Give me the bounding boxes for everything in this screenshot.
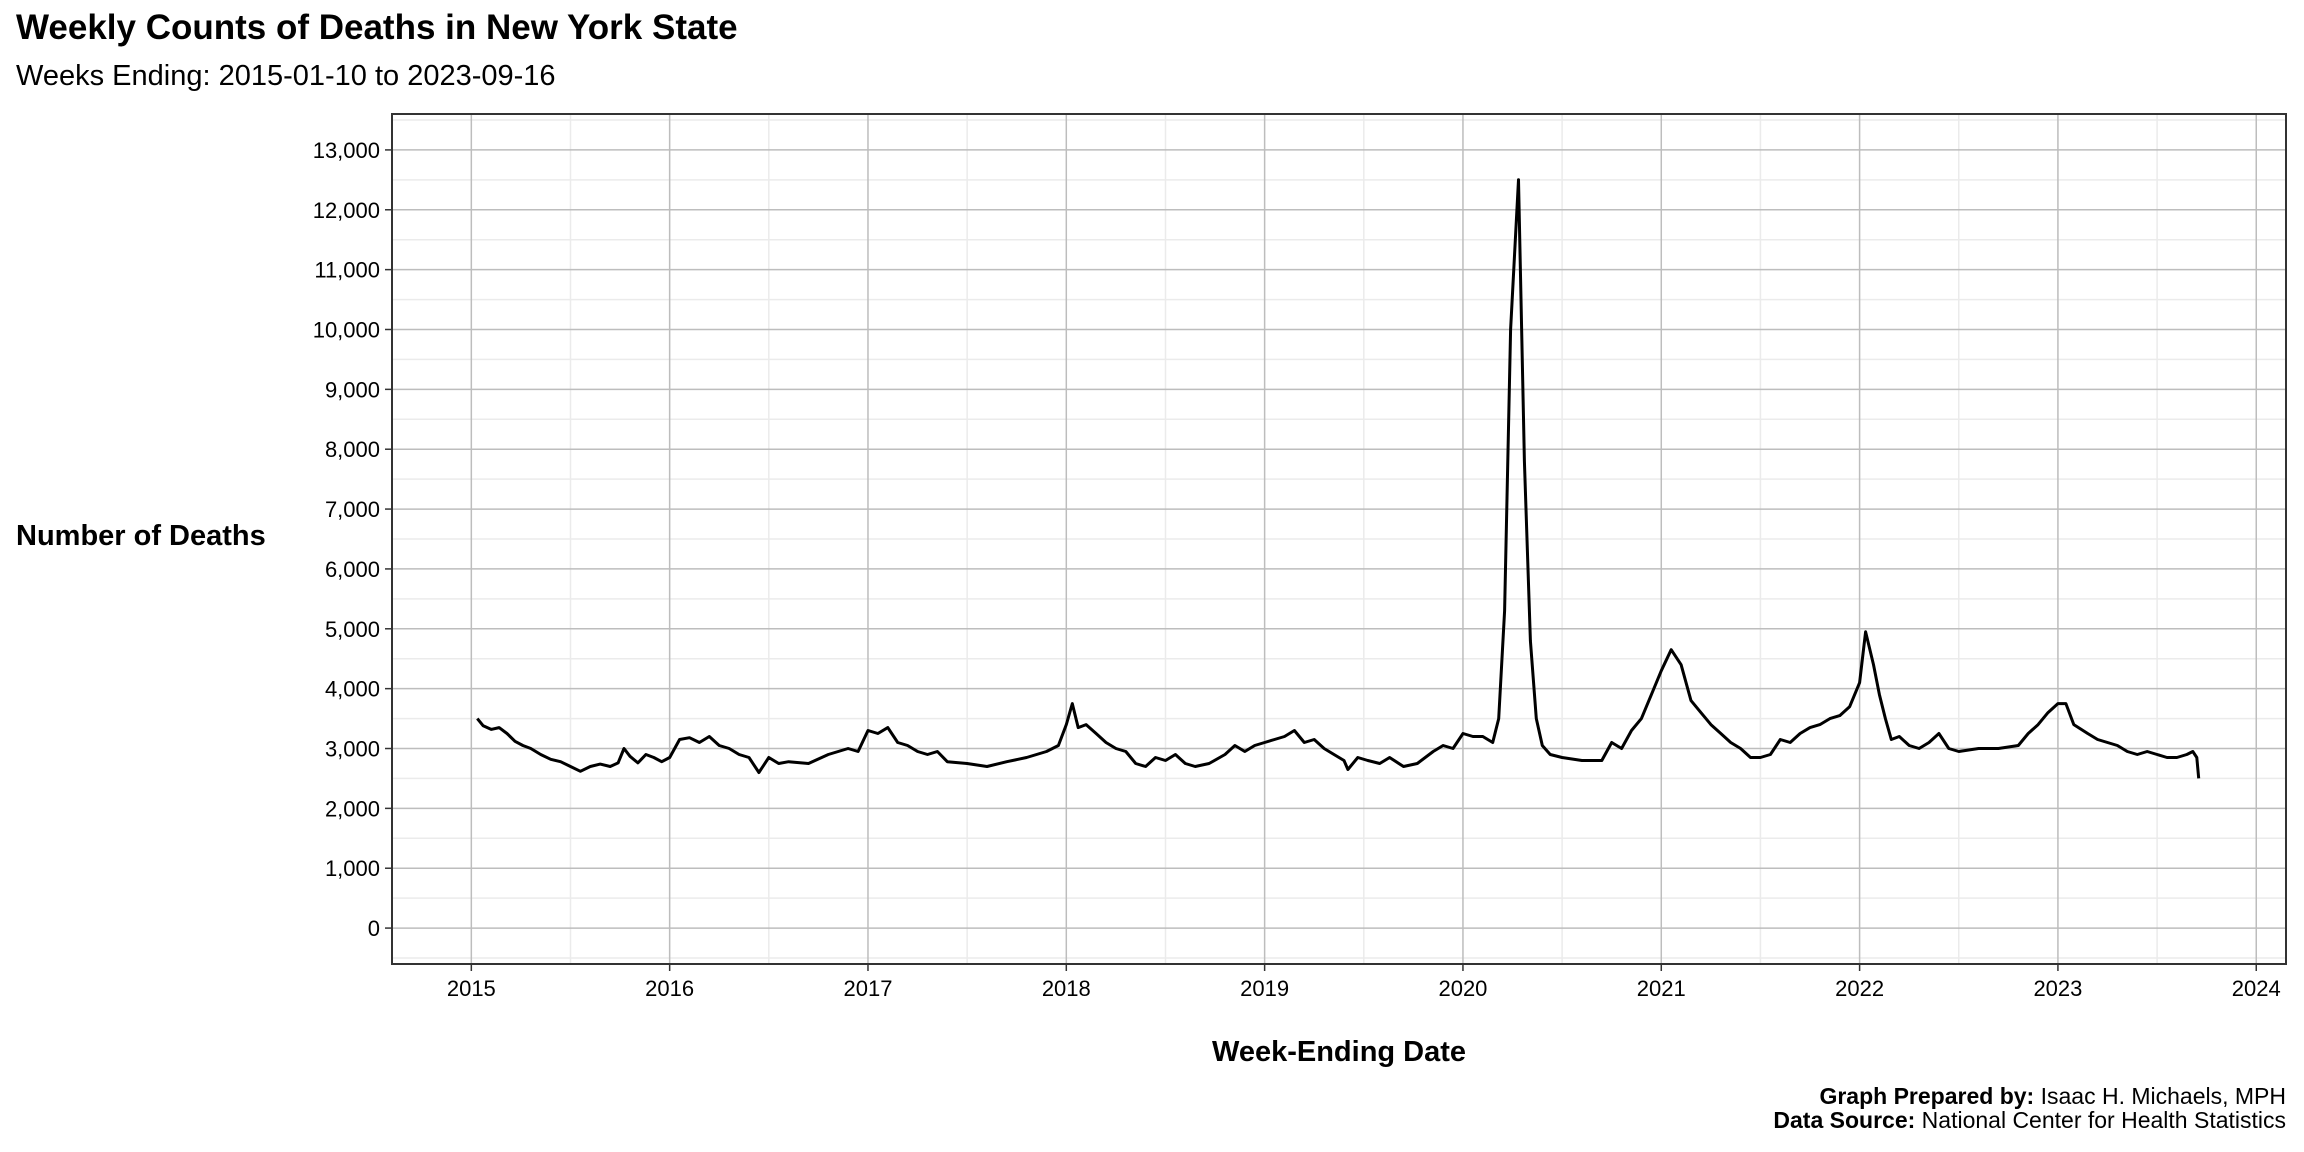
y-tick-label: 13,000 bbox=[313, 138, 380, 163]
x-tick-label: 2018 bbox=[1042, 976, 1091, 1001]
y-tick-label: 12,000 bbox=[313, 198, 380, 223]
caption-prepared-value: Isaac H. Michaels, MPH bbox=[2040, 1083, 2286, 1109]
y-tick-label: 11,000 bbox=[314, 258, 380, 283]
y-axis-title: Number of Deaths bbox=[16, 520, 266, 552]
y-tick-label: 0 bbox=[368, 916, 380, 941]
y-tick-label: 4,000 bbox=[325, 677, 380, 702]
x-tick-label: 2015 bbox=[447, 976, 496, 1001]
series-line bbox=[476, 178, 2201, 779]
x-tick-label: 2017 bbox=[844, 976, 893, 1001]
y-tick-label: 1,000 bbox=[325, 856, 380, 881]
y-tick-label: 3,000 bbox=[325, 737, 380, 762]
caption-prepared-label: Graph Prepared by: bbox=[1819, 1083, 2035, 1109]
x-tick-label: 2016 bbox=[645, 976, 694, 1001]
y-tick-label: 8,000 bbox=[325, 437, 380, 462]
caption-source-label: Data Source: bbox=[1773, 1107, 1916, 1133]
chart-subtitle: Weeks Ending: 2015-01-10 to 2023-09-16 bbox=[16, 60, 556, 92]
x-tick-label: 2023 bbox=[2033, 976, 2082, 1001]
caption-source-value: National Center for Health Statistics bbox=[1921, 1107, 2286, 1133]
y-tick-label: 9,000 bbox=[325, 377, 380, 402]
x-axis-title: Week-Ending Date bbox=[1211, 1036, 1467, 1068]
x-tick-label: 2021 bbox=[1637, 976, 1686, 1001]
caption-source: Data Source: National Center for Health … bbox=[1773, 1108, 2286, 1132]
x-tick-label: 2019 bbox=[1240, 976, 1289, 1001]
y-tick-label: 5,000 bbox=[325, 617, 380, 642]
x-tick-label: 2024 bbox=[2232, 976, 2281, 1001]
caption: Graph Prepared by: Isaac H. Michaels, MP… bbox=[1773, 1084, 2286, 1132]
y-tick-label: 2,000 bbox=[325, 796, 380, 821]
panel-border bbox=[391, 113, 2287, 965]
y-tick-label: 7,000 bbox=[325, 497, 380, 522]
x-tick-label: 2022 bbox=[1835, 976, 1884, 1001]
chart-title: Weekly Counts of Deaths in New York Stat… bbox=[16, 8, 738, 47]
x-tick-label: 2020 bbox=[1438, 976, 1487, 1001]
y-tick-label: 6,000 bbox=[325, 557, 380, 582]
caption-prepared: Graph Prepared by: Isaac H. Michaels, MP… bbox=[1773, 1084, 2286, 1108]
y-tick-label: 10,000 bbox=[313, 317, 380, 342]
